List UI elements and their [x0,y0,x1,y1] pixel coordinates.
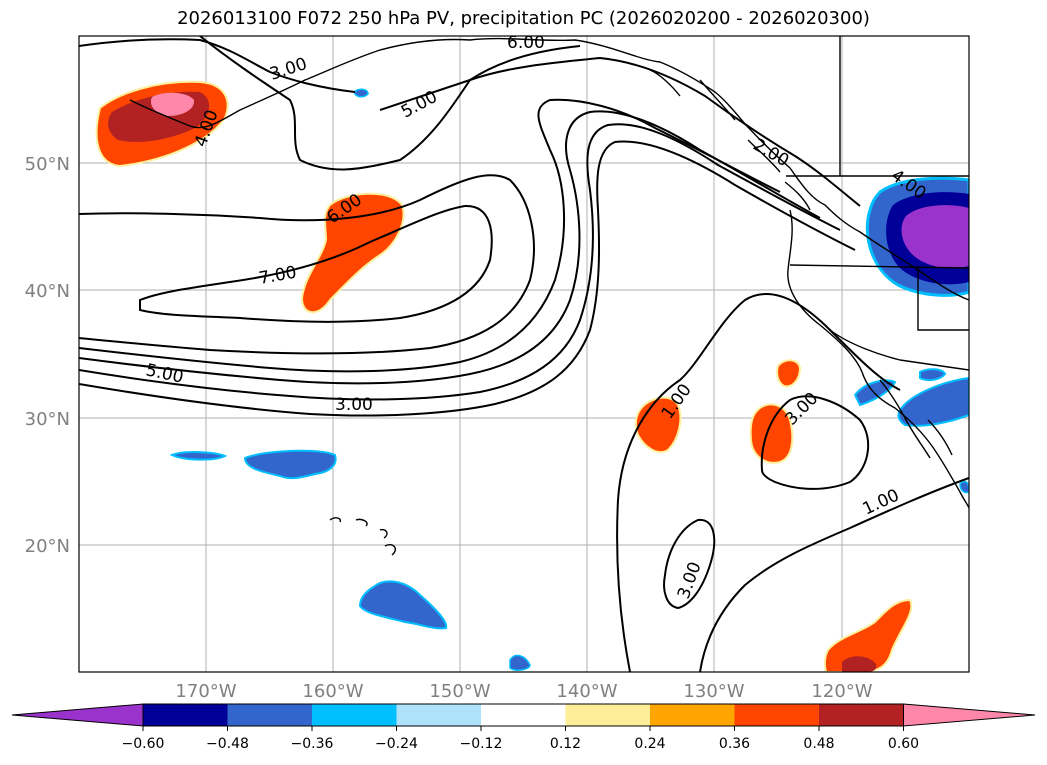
contour-label-3-west: 3.00 [335,395,373,415]
colorbar-segment [312,704,397,726]
colorbar-segment [143,704,228,726]
colorbar-tick-label: 0.24 [634,736,665,752]
precip-neg-baja-2 [897,376,969,427]
colorbar-tick-label: −0.48 [206,736,249,752]
lat-label-20n: 20°N [25,536,70,557]
colorbar-segment [734,704,820,726]
colorbar-tick-label: 0.12 [550,736,581,752]
contour-4 [79,110,821,385]
contour-outer [79,38,356,93]
coastline-bc-islands [649,69,811,211]
lon-label-170w: 170°W [175,681,236,702]
colorbar-tick-label: 0.48 [803,736,834,752]
precip-blob-south [823,598,913,672]
colorbar-tick-label: 0.36 [719,736,750,752]
precip-positive [95,80,913,672]
colorbar-extend-max [903,703,1036,727]
border-us-mexico [899,359,969,371]
coastline-us-west [787,209,969,509]
contour-3-south [663,518,716,610]
precip-neg-hawaii-2 [169,451,228,461]
colorbar-segment [650,704,735,726]
colorbar-tick-label: −0.60 [122,736,165,752]
coastline-alaska [129,37,969,301]
colorbar-segment [396,704,482,726]
coastline-baja [879,379,953,459]
colorbar-tick-label: −0.24 [375,736,418,752]
lon-label-140w: 140°W [556,681,617,702]
colorbar-outline [142,703,904,727]
longitude-labels: 170°W 160°W 150°W 140°W 130°W 120°W [175,681,872,702]
precip-neg-hawaii-3 [358,580,448,630]
lon-label-160w: 160°W [302,681,363,702]
precip-blob-aleutian-peak [150,92,195,116]
graticule [79,36,969,672]
precip-neg-small-2 [509,654,531,671]
contour-7 [139,204,493,323]
lon-label-120w: 120°W [811,681,872,702]
colorbar-tick-label: 0.60 [888,736,919,752]
border-states [789,36,969,361]
contour-3-lower [760,395,870,490]
contour-1 [616,293,901,672]
map-frame [78,35,970,673]
colorbar-segment [227,704,313,726]
lon-label-130w: 130°W [683,681,744,702]
contour-5 [79,98,781,373]
precip-blob-south-core [842,656,877,672]
colorbar: −0.60 −0.48 −0.36 −0.24 −0.12 0.12 0.24 0.36 0.4… [11,703,1036,752]
contour-3 [79,123,841,401]
precip-blob-north-pacific [300,192,405,314]
precip-neg-small-1 [353,88,369,98]
colorbar-tick-label: −0.12 [460,736,503,752]
precip-neg-northwest-us-core [901,205,969,269]
contour-3-north [199,36,581,171]
colorbar-extend-min [11,703,144,727]
precip-neg-small-3 [959,480,969,494]
colorbar-tick-label: −0.36 [291,736,334,752]
colorbar-segment [481,704,566,726]
precip-blob-central-3 [776,359,802,388]
figure-title: 2026013100 F072 250 hPa PV, precipitatio… [177,8,870,29]
colorbar-segment [819,704,904,726]
latitude-labels: 50°N 40°N 30°N 20°N [25,154,70,557]
precip-blob-central-2 [749,403,794,464]
lat-label-50n: 50°N [25,154,70,175]
contour-2 [79,140,856,417]
contour-label-6-top: 6.00 [507,33,545,53]
lat-label-30n: 30°N [25,409,70,430]
contour-6 [79,174,535,355]
precip-neg-hawaii-1 [243,449,337,480]
pv-contours [79,36,969,672]
lon-label-150w: 150°W [429,681,490,702]
precip-neg-baja-3 [919,368,947,382]
colorbar-segment [565,704,651,726]
coastlines [129,36,969,556]
contour-1-lower [699,477,969,672]
lat-label-40n: 40°N [25,281,70,302]
hawaii-islands [329,517,396,556]
contour-5-inner [379,56,861,207]
